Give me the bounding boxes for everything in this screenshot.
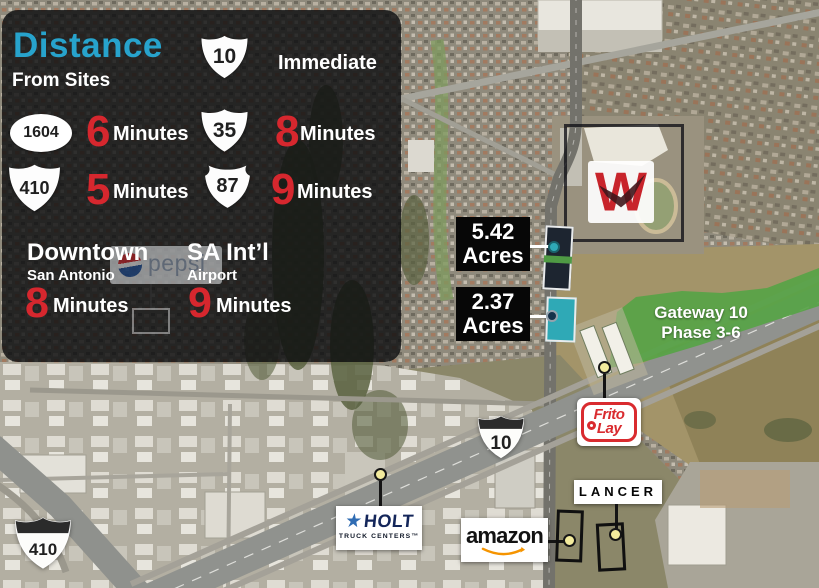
amazon-sign: amazon — [461, 518, 548, 562]
thunderbird-icon — [599, 174, 646, 208]
holt-marker-dot — [374, 468, 387, 481]
site-marker-dot-2 — [546, 310, 558, 322]
panel-subtitle: From Sites — [12, 70, 111, 91]
downtown-minutes-label: Minutes — [53, 295, 129, 317]
pepsi-sign: pepsi — [110, 246, 222, 284]
lancer-sign: LANCER — [574, 480, 662, 504]
loop-shield-1604: 1604 — [10, 114, 72, 152]
interstate-shield-35: 35 — [200, 104, 249, 157]
minutes-label-410: Minutes — [113, 181, 189, 203]
parcel-green-strip — [543, 255, 573, 264]
interstate-shield-410: 410 — [7, 162, 62, 214]
shield-410-number: 410 — [19, 177, 50, 198]
airport-minutes-label: Minutes — [216, 295, 292, 317]
site-acreage-card-2: 2.37 Acres — [456, 287, 530, 341]
leader-line-site-1 — [530, 245, 549, 248]
frito-lay-leader-line — [603, 374, 606, 399]
shield-35-number: 35 — [212, 118, 237, 142]
interstate-shield-10: 10 — [200, 32, 249, 82]
frito-line1: Frito — [593, 405, 625, 423]
minutes-value-87: 9 — [271, 165, 296, 214]
shield-10-number: 10 — [212, 45, 237, 68]
distance-panel: pepsi Distance From Sites 10 Immediate 1… — [2, 10, 401, 362]
us-route-shield-87: 87 — [202, 159, 253, 214]
minutes-label-1604: Minutes — [113, 123, 189, 145]
school-logo: W — [588, 161, 654, 223]
holt-name: HOLT — [362, 511, 415, 531]
frito-lay-marker-dot — [598, 361, 611, 374]
acreage-unit-2: Acres — [462, 313, 524, 338]
airport-subtitle: Airport — [187, 267, 237, 284]
frito-lay-sign: Frito Lay — [577, 398, 641, 446]
immediate-label: Immediate — [278, 52, 377, 74]
amazon-marker-dot — [563, 534, 576, 547]
leader-line-site-2 — [530, 315, 547, 318]
minutes-value-1604: 6 — [86, 107, 111, 156]
airport-name: SA Int’l — [187, 239, 269, 266]
gateway-10-area — [609, 268, 819, 368]
lancer-leader-line — [615, 504, 618, 530]
panel-title: Distance — [13, 26, 163, 65]
frito-lay-sun-icon — [587, 421, 596, 430]
pepsi-globe-icon — [118, 253, 142, 277]
acreage-value-1: 5.42 — [471, 218, 515, 244]
holt-subtitle: TRUCK CENTERS™ — [338, 533, 420, 540]
shield-1604-number: 1604 — [23, 124, 59, 141]
site-marker-dot-1 — [548, 241, 560, 253]
map-interstate-shield-10: 10 — [477, 410, 525, 464]
amazon-smile-icon — [481, 547, 526, 556]
minutes-value-35: 8 — [275, 107, 300, 156]
holt-star-icon: ★ — [343, 511, 364, 532]
map-shield-10-number: 10 — [490, 432, 512, 454]
parcel-5-42-acres — [542, 225, 574, 291]
building-outline-amazon — [555, 509, 584, 563]
site-acreage-card-1: 5.42 Acres — [456, 217, 530, 271]
building-outline-lancer — [595, 522, 627, 572]
downtown-subtitle: San Antonio — [27, 267, 115, 284]
pepsi-leader-line — [150, 284, 152, 308]
minutes-value-410: 5 — [86, 165, 111, 214]
amazon-leader-line — [548, 540, 565, 543]
amazon-wordmark: amazon — [465, 523, 544, 548]
pepsi-wordmark: pepsi — [148, 250, 206, 276]
gateway-line1: Gateway 10 — [654, 303, 748, 322]
shield-87-number: 87 — [216, 175, 239, 197]
school-letter: W — [595, 161, 647, 223]
holt-leader-line — [379, 481, 382, 507]
downtown-minutes-value: 8 — [25, 279, 49, 327]
retail-big-box — [537, 0, 663, 52]
minutes-label-87: Minutes — [297, 181, 373, 203]
acreage-unit-1: Acres — [462, 243, 524, 268]
gateway-area-label: Gateway 10 Phase 3-6 — [621, 303, 781, 343]
holt-sign: ★ HOLT TRUCK CENTERS™ — [336, 506, 422, 550]
highway-i410 — [0, 436, 152, 588]
map-shield-410-number: 410 — [28, 539, 58, 559]
lancer-marker-dot — [609, 528, 622, 541]
minutes-label-35: Minutes — [300, 123, 376, 145]
building-outline-pepsi — [132, 308, 170, 334]
frito-line2: Lay — [596, 420, 622, 437]
downtown-name: Downtown — [27, 239, 149, 266]
lancer-wordmark: LANCER — [578, 484, 658, 499]
gateway-line2: Phase 3-6 — [661, 323, 741, 343]
airport-minutes-value: 9 — [188, 279, 212, 327]
map-interstate-shield-410: 410 — [14, 512, 72, 574]
acreage-value-2: 2.37 — [471, 288, 515, 314]
frito-lay-logo: Frito Lay — [581, 402, 637, 442]
wagner-w-icon: W — [595, 161, 647, 223]
school-campus-outline — [564, 124, 684, 242]
